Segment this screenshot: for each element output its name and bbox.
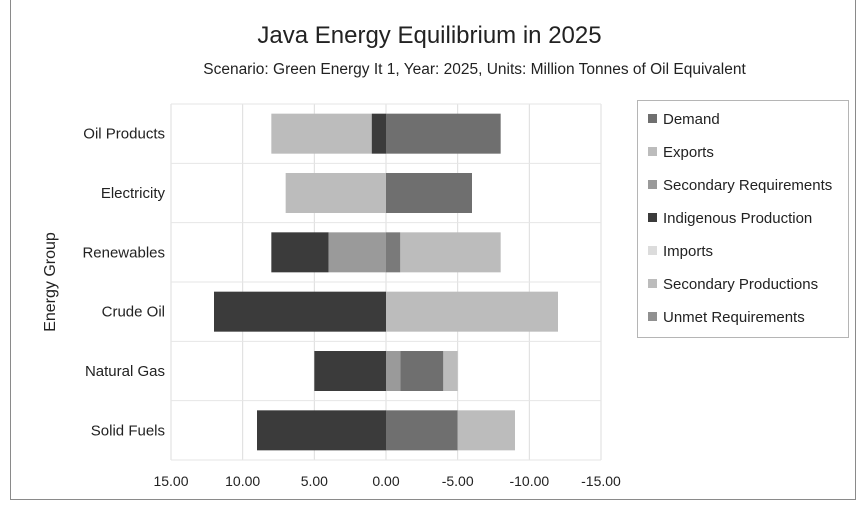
legend-label: Indigenous Production bbox=[663, 210, 813, 227]
legend-item: Unmet Requirements bbox=[648, 309, 805, 326]
bar-segment bbox=[386, 351, 401, 391]
legend: Demand Exports Secondary Requirements Indig… bbox=[637, 100, 849, 338]
legend-label: Secondary Requirements bbox=[663, 177, 833, 194]
bar-segment bbox=[271, 232, 329, 273]
x-tick-label: 15.00 bbox=[153, 473, 188, 489]
legend-swatch bbox=[648, 213, 657, 222]
legend-item: Secondary Productions bbox=[648, 276, 818, 293]
bar-segment bbox=[457, 410, 515, 451]
legend-label: Demand bbox=[663, 111, 720, 128]
bar-segment bbox=[371, 113, 386, 154]
legend-label: Secondary Productions bbox=[663, 276, 819, 293]
bar-segment bbox=[285, 173, 386, 213]
bar-segment bbox=[386, 113, 501, 154]
x-tick-label: 10.00 bbox=[225, 473, 260, 489]
legend-label: Exports bbox=[663, 144, 714, 161]
legend-item: Imports bbox=[648, 243, 713, 260]
legend-swatch bbox=[648, 246, 657, 255]
bar-segment bbox=[257, 410, 386, 451]
chart-subtitle: Scenario: Green Energy It 1, Year: 2025,… bbox=[203, 61, 746, 78]
legend-swatch bbox=[648, 312, 657, 321]
legend-swatch bbox=[648, 180, 657, 189]
category-label: Renewables bbox=[82, 244, 165, 261]
legend-swatch bbox=[648, 279, 657, 288]
bar-segment bbox=[386, 232, 401, 273]
chart-title: Java Energy Equilibrium in 2025 bbox=[257, 22, 602, 49]
legend-label: Imports bbox=[663, 243, 714, 260]
category-label: Solid Fuels bbox=[91, 422, 165, 439]
legend-item: Demand bbox=[648, 111, 720, 128]
category-label: Electricity bbox=[101, 185, 166, 202]
bar-segment bbox=[328, 232, 386, 273]
x-tick-label: -15.00 bbox=[581, 473, 621, 489]
x-tick-label: 5.00 bbox=[301, 473, 328, 489]
bar-segment bbox=[271, 113, 372, 154]
bar-segment bbox=[386, 410, 458, 451]
bar-segment bbox=[443, 351, 458, 391]
bar-segment bbox=[386, 173, 472, 213]
bar-segment bbox=[214, 291, 386, 332]
x-tick-label: 0.00 bbox=[372, 473, 399, 489]
bar-segment bbox=[314, 351, 386, 391]
legend-label: Unmet Requirements bbox=[663, 309, 805, 326]
category-label: Natural Gas bbox=[85, 363, 165, 380]
legend-swatch bbox=[648, 114, 657, 123]
category-label: Oil Products bbox=[83, 126, 165, 143]
bar-segment bbox=[386, 291, 558, 332]
bar-segment bbox=[400, 232, 501, 273]
x-tick-label: -5.00 bbox=[442, 473, 474, 489]
legend-item: Secondary Requirements bbox=[648, 177, 832, 194]
legend-item: Exports bbox=[648, 144, 714, 161]
bar-segment bbox=[400, 351, 444, 391]
legend-swatch bbox=[648, 147, 657, 156]
x-tick-label: -10.00 bbox=[509, 473, 549, 489]
category-label: Crude Oil bbox=[102, 304, 165, 321]
legend-item: Indigenous Production bbox=[648, 210, 812, 227]
y-axis-label: Energy Group bbox=[42, 232, 59, 332]
